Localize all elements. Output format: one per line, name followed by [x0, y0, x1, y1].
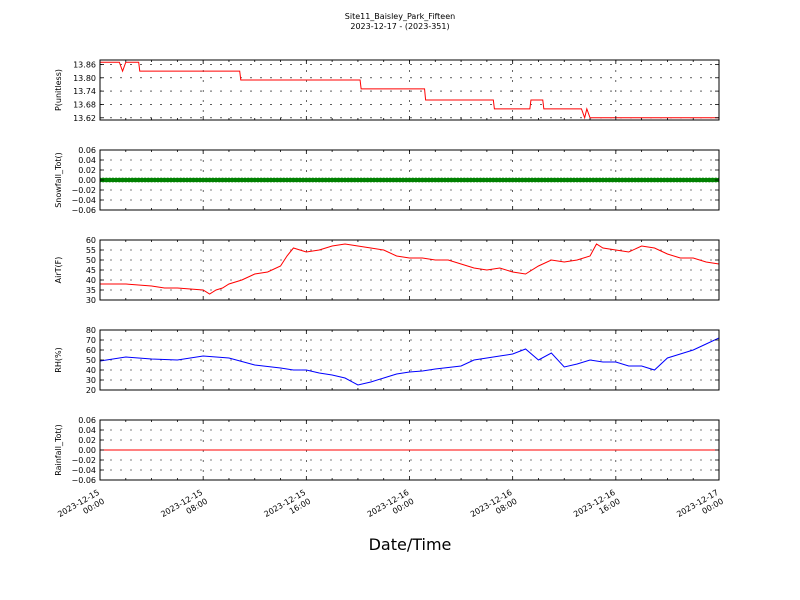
- y-tick-label: 60: [86, 236, 96, 245]
- x-tick-label: 2023-12-1700:00: [675, 488, 725, 528]
- y-tick-label: 30: [86, 296, 96, 305]
- y-axis-label: RH(%): [54, 347, 63, 372]
- y-tick-label: 0.00: [78, 176, 96, 185]
- y-axis-label: Rainfall_Tot(): [54, 424, 63, 476]
- y-tick-label: 30: [86, 376, 96, 385]
- series-2: [100, 177, 719, 183]
- y-tick-label: −0.02: [71, 456, 96, 465]
- x-tick-label: 2023-12-1500:00: [56, 488, 106, 528]
- y-tick-label: 13.68: [73, 100, 96, 109]
- y-tick-label: 20: [86, 386, 96, 395]
- panel-1: 13.62 13.68 13.74 13.80 13.86 P(unitless): [54, 59, 720, 123]
- y-tick-label: 0.04: [78, 426, 96, 435]
- x-axis: 2023-12-1500:00 2023-12-1508:00 2023-12-15…: [56, 488, 725, 528]
- panel-5: −0.06−0.04−0.020.000.020.040.06 Rainfall_…: [54, 416, 720, 485]
- y-axis-label: P(unitless): [54, 69, 63, 111]
- y-tick-label: 13.74: [73, 87, 96, 96]
- y-tick-label: 40: [86, 366, 96, 375]
- x-tick-label: 2023-12-1516:00: [263, 488, 313, 528]
- y-tick-label: −0.02: [71, 186, 96, 195]
- y-tick-label: 0.06: [78, 146, 96, 155]
- y-tick-label: −0.04: [71, 196, 96, 205]
- y-tick-label: 0.06: [78, 416, 96, 425]
- y-tick-label: 45: [86, 266, 96, 275]
- y-tick-label: 0.04: [78, 156, 96, 165]
- y-tick-label: −0.06: [71, 476, 96, 485]
- y-axis-label: Snowfall_Tot(): [54, 152, 63, 208]
- series-line: [100, 337, 719, 386]
- series-line: [100, 243, 719, 295]
- y-tick-label: 13.62: [73, 114, 96, 123]
- panel-2: −0.06−0.04−0.020.000.020.040.06 Snowfall_…: [54, 146, 720, 215]
- chart-title: Site11_Baisley_Park_Fifteen: [345, 12, 455, 21]
- y-tick-label: 13.80: [73, 74, 96, 83]
- series-line: [100, 61, 719, 120]
- y-tick-label: 70: [86, 336, 96, 345]
- x-axis-label: Date/Time: [369, 535, 452, 554]
- y-tick-label: −0.04: [71, 466, 96, 475]
- y-axis-label: AirT(F): [54, 257, 63, 284]
- y-tick-label: 0.02: [78, 166, 96, 175]
- chart-subtitle: 2023-12-17 - (2023-351): [350, 22, 449, 31]
- y-tick-label: 40: [86, 276, 96, 285]
- y-tick-label: −0.06: [71, 206, 96, 215]
- series-4: [100, 337, 719, 386]
- x-tick-label: 2023-12-1616:00: [572, 488, 622, 528]
- y-tick-label: 50: [86, 256, 96, 265]
- y-tick-label: 60: [86, 346, 96, 355]
- panels: 13.62 13.68 13.74 13.80 13.86 P(unitless) −0.0…: [54, 59, 720, 485]
- y-tick-label: 80: [86, 326, 96, 335]
- y-tick-label: 50: [86, 356, 96, 365]
- y-tick-label: 0.00: [78, 446, 96, 455]
- x-tick-label: 2023-12-1608:00: [469, 488, 519, 528]
- y-tick-label: 55: [86, 246, 96, 255]
- x-tick-label: 2023-12-1600:00: [366, 488, 416, 528]
- series-1: [100, 61, 719, 120]
- x-tick-label: 2023-12-1508:00: [159, 488, 209, 528]
- y-tick-label: 13.86: [73, 60, 96, 69]
- y-tick-label: 0.02: [78, 436, 96, 445]
- y-tick-label: 35: [86, 286, 96, 295]
- series-3: [100, 243, 719, 295]
